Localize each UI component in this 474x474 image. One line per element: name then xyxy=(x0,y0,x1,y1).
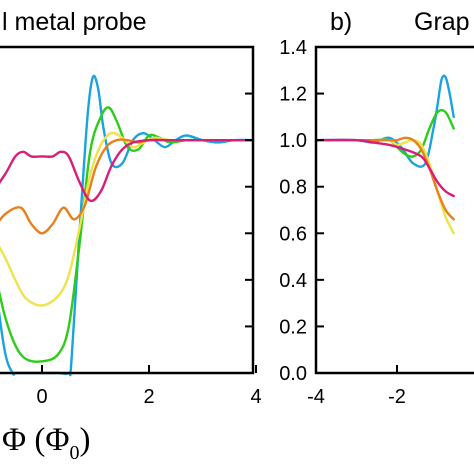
panel-b-frame xyxy=(314,45,474,375)
panel-b: b) Grap -4 -2 0.0 0.2 0.4 0.6 0.8 1.0 1.2 1.4 xyxy=(279,8,474,408)
panel-a-series-1-line xyxy=(0,74,253,377)
panel-a-curves xyxy=(0,74,253,377)
panel-a-frame xyxy=(0,45,255,375)
panel-a-x-tick-label: 2 xyxy=(143,386,154,408)
panel-a-series-3-line xyxy=(0,131,253,307)
panel-b-y-tick-label: 1.4 xyxy=(279,37,307,59)
panel-b-y-tick-label: 0.4 xyxy=(279,270,307,292)
panel-b-title: Grap xyxy=(414,8,470,36)
panel-b-series-4-line xyxy=(316,136,455,221)
x-axis-label: Φ (Φ0) xyxy=(2,422,90,464)
panel-a-series-2-line xyxy=(0,106,253,363)
panel-b-x-tick-label: -2 xyxy=(388,386,406,408)
panel-b-y-tick-label: 0.0 xyxy=(279,363,307,385)
panel-b-x-tick-label: -4 xyxy=(307,386,325,408)
panel-a: l metal probe 0 2 4 Φ (Φ0) xyxy=(0,8,262,464)
panel-a-series-5-line xyxy=(0,138,253,203)
panel-b-y-tick-label: 1.0 xyxy=(279,130,307,152)
panel-a-x-tick-label: 0 xyxy=(36,386,47,408)
panel-a-ticks: 0 2 4 xyxy=(36,46,262,408)
panel-a-x-tick-label: 4 xyxy=(250,386,261,408)
panel-a-title: l metal probe xyxy=(2,8,147,36)
panel-b-series-3-line xyxy=(316,138,455,235)
panel-b-y-tick-label: 0.2 xyxy=(279,316,307,338)
panel-b-ticks: -4 -2 0.0 0.2 0.4 0.6 0.8 1.0 1.2 1.4 xyxy=(279,37,406,408)
panel-b-series-5-line xyxy=(316,138,455,198)
panel-b-y-tick-label: 0.6 xyxy=(279,223,307,245)
panel-b-label: b) xyxy=(330,8,352,36)
panel-b-y-tick-label: 1.2 xyxy=(279,84,307,106)
panel-b-curves xyxy=(316,74,455,235)
panel-b-y-tick-label: 0.8 xyxy=(279,177,307,199)
